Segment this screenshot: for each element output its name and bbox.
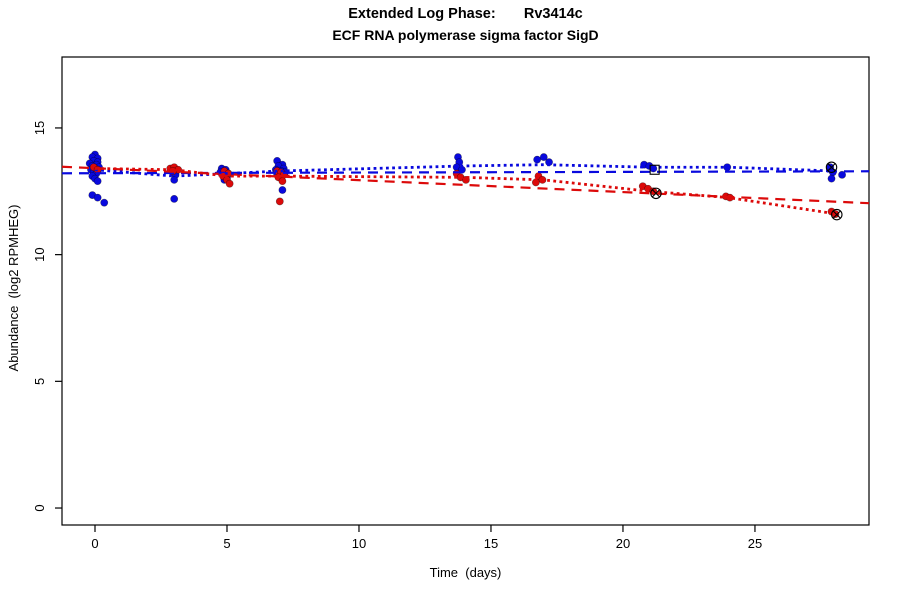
data-point-condition-red xyxy=(225,179,234,188)
data-point-condition-blue xyxy=(533,155,542,164)
x-axis-label: Time (days) xyxy=(429,565,502,580)
chart-title: Extended Log Phase: Rv3414c xyxy=(348,6,583,22)
x-tick-label: 0 xyxy=(91,536,98,551)
trend-line-blue-timepoint-means xyxy=(94,163,835,178)
x-tick-label: 10 xyxy=(352,536,366,551)
x-tick-label: 25 xyxy=(748,536,762,551)
y-tick-label: 10 xyxy=(32,247,47,261)
data-point-condition-blue xyxy=(278,186,287,194)
x-tick-label: 20 xyxy=(616,536,630,551)
data-point-condition-blue xyxy=(93,177,102,186)
chart-subtitle: ECF RNA polymerase sigma factor SigD xyxy=(332,27,599,43)
y-tick-label: 5 xyxy=(32,378,47,385)
data-point-condition-red xyxy=(278,177,287,186)
data-point-condition-blue xyxy=(170,194,179,203)
trend-line-blue-linear-fit xyxy=(61,170,870,175)
flag-circle-x-marker xyxy=(831,208,843,221)
flag-x-stroke xyxy=(651,189,661,198)
y-tick-label: 0 xyxy=(32,504,47,511)
data-point-condition-blue xyxy=(93,193,102,202)
data-point-condition-blue xyxy=(838,170,846,179)
flag-circle-x-marker xyxy=(650,187,662,200)
flag-circle-x-marker xyxy=(825,161,838,173)
data-point-condition-blue xyxy=(100,198,109,207)
data-point-condition-blue xyxy=(170,175,179,184)
plot-box xyxy=(61,56,870,526)
x-tick-label: 15 xyxy=(484,536,498,551)
y-tick-label: 15 xyxy=(32,121,47,135)
x-tick-label: 5 xyxy=(223,536,230,551)
flag-x-stroke xyxy=(832,210,841,219)
data-point-condition-blue xyxy=(539,153,548,161)
data-point-condition-blue xyxy=(827,174,836,183)
flag-x-stroke xyxy=(827,163,836,172)
data-point-condition-red xyxy=(275,197,284,206)
flag-square-marker xyxy=(649,164,660,175)
trend-line-red-timepoint-means xyxy=(94,167,835,215)
